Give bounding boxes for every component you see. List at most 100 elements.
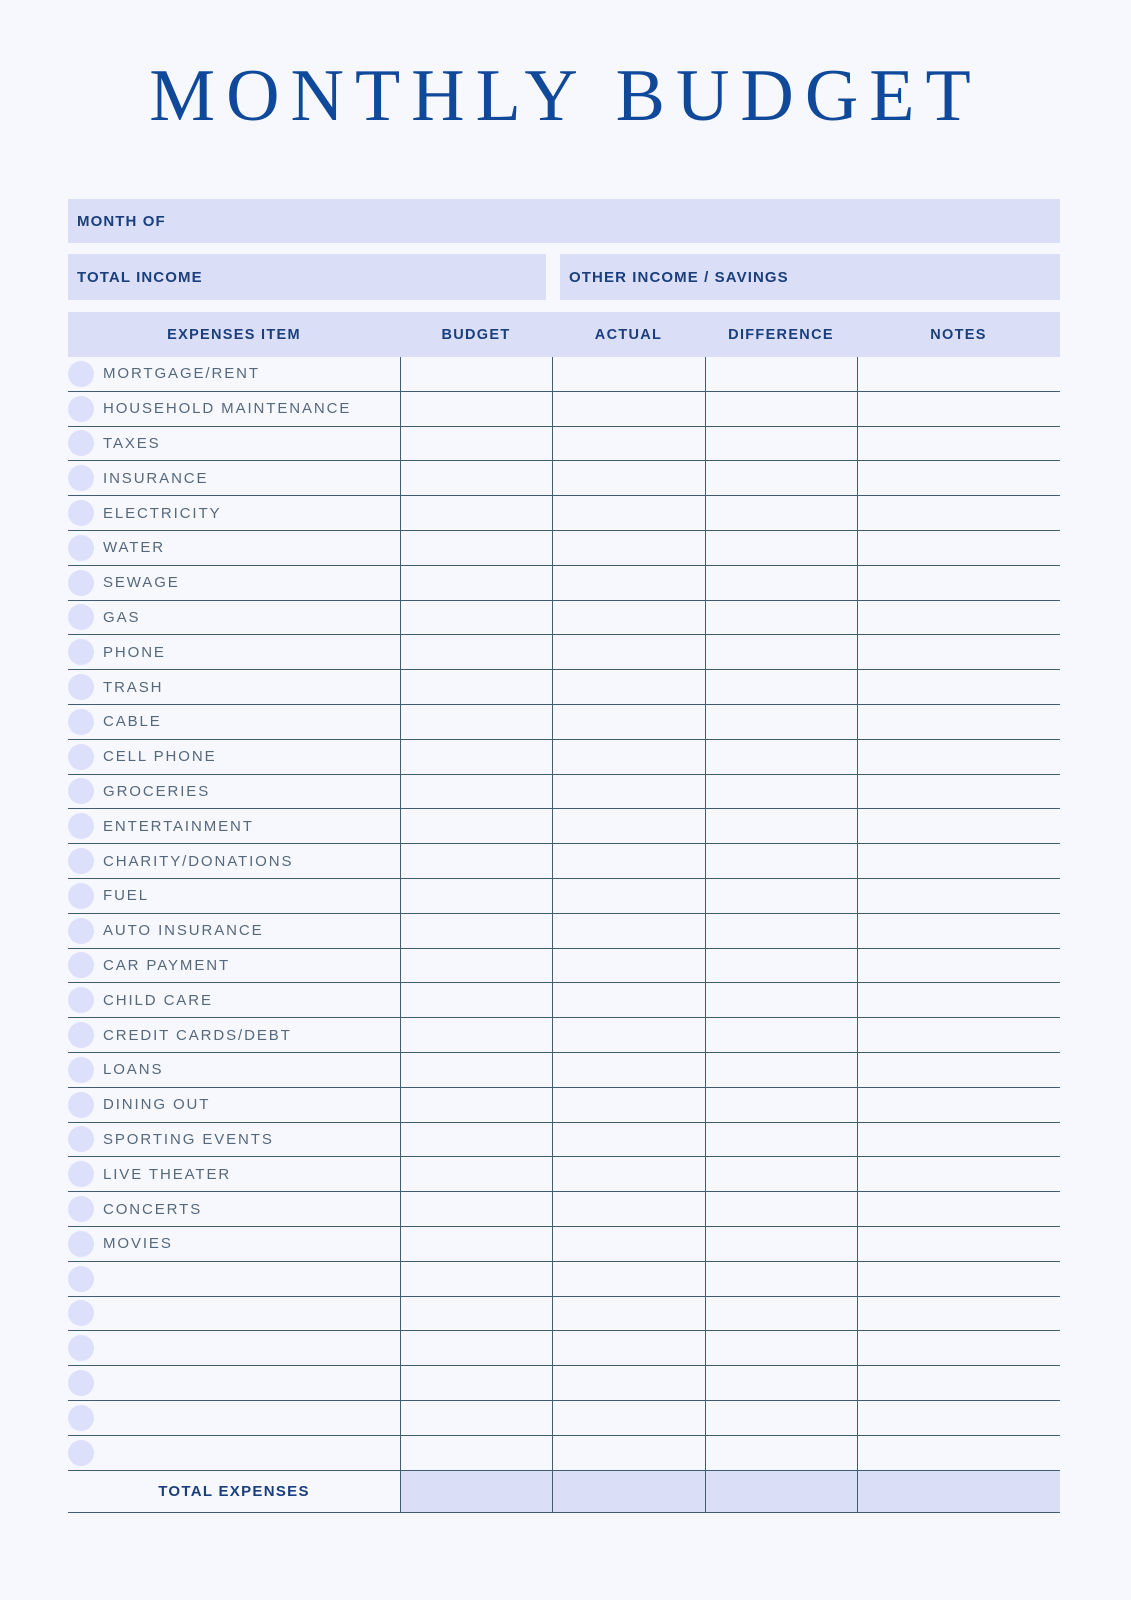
notes-cell[interactable] [857, 948, 1060, 983]
notes-cell[interactable] [857, 357, 1060, 391]
difference-cell[interactable] [705, 878, 857, 913]
budget-cell[interactable] [400, 670, 552, 704]
expense-item-cell[interactable] [68, 1436, 400, 1470]
difference-cell[interactable] [705, 1296, 857, 1331]
budget-cell[interactable] [400, 913, 552, 948]
difference-cell[interactable] [705, 670, 857, 704]
expense-item-cell[interactable]: CELL PHONE [68, 740, 400, 774]
notes-cell[interactable] [857, 1435, 1060, 1470]
difference-cell[interactable] [705, 739, 857, 774]
difference-cell[interactable] [705, 1226, 857, 1261]
difference-cell[interactable] [705, 1018, 857, 1052]
difference-cell[interactable] [705, 1400, 857, 1435]
budget-cell[interactable] [400, 948, 552, 983]
difference-cell[interactable] [705, 1366, 857, 1400]
actual-cell[interactable] [552, 1435, 705, 1470]
expense-item-cell[interactable]: MOVIES [68, 1227, 400, 1261]
difference-cell[interactable] [705, 704, 857, 739]
actual-cell[interactable] [552, 739, 705, 774]
total-actual-cell[interactable] [552, 1470, 705, 1512]
actual-cell[interactable] [552, 809, 705, 844]
budget-cell[interactable] [400, 600, 552, 635]
budget-cell[interactable] [400, 1366, 552, 1400]
budget-cell[interactable] [400, 774, 552, 809]
notes-cell[interactable] [857, 426, 1060, 461]
difference-cell[interactable] [705, 1052, 857, 1087]
difference-cell[interactable] [705, 426, 857, 461]
notes-cell[interactable] [857, 704, 1060, 739]
actual-cell[interactable] [552, 600, 705, 635]
notes-cell[interactable] [857, 844, 1060, 878]
notes-cell[interactable] [857, 1331, 1060, 1366]
budget-cell[interactable] [400, 1087, 552, 1122]
expense-item-cell[interactable]: LIVE THEATER [68, 1157, 400, 1191]
expense-item-cell[interactable]: FUEL [68, 879, 400, 913]
actual-cell[interactable] [552, 1122, 705, 1157]
difference-cell[interactable] [705, 1122, 857, 1157]
expense-item-cell[interactable]: MORTGAGE/RENT [68, 357, 400, 391]
actual-cell[interactable] [552, 878, 705, 913]
difference-cell[interactable] [705, 635, 857, 670]
actual-cell[interactable] [552, 496, 705, 530]
expense-item-cell[interactable]: CHARITY/DONATIONS [68, 844, 400, 878]
notes-cell[interactable] [857, 600, 1060, 635]
budget-cell[interactable] [400, 461, 552, 496]
expense-item-cell[interactable]: CONCERTS [68, 1192, 400, 1226]
notes-cell[interactable] [857, 983, 1060, 1018]
actual-cell[interactable] [552, 1192, 705, 1226]
actual-cell[interactable] [552, 704, 705, 739]
budget-cell[interactable] [400, 1052, 552, 1087]
expense-item-cell[interactable]: WATER [68, 531, 400, 565]
difference-cell[interactable] [705, 1157, 857, 1192]
budget-cell[interactable] [400, 878, 552, 913]
difference-cell[interactable] [705, 1331, 857, 1366]
difference-cell[interactable] [705, 948, 857, 983]
difference-cell[interactable] [705, 844, 857, 878]
budget-cell[interactable] [400, 1400, 552, 1435]
expense-item-cell[interactable]: HOUSEHOLD MAINTENANCE [68, 392, 400, 426]
expense-item-cell[interactable]: CABLE [68, 705, 400, 739]
notes-cell[interactable] [857, 1052, 1060, 1087]
expense-item-cell[interactable]: GAS [68, 601, 400, 635]
actual-cell[interactable] [552, 357, 705, 391]
difference-cell[interactable] [705, 1192, 857, 1226]
difference-cell[interactable] [705, 983, 857, 1018]
notes-cell[interactable] [857, 1261, 1060, 1296]
budget-cell[interactable] [400, 391, 552, 426]
notes-cell[interactable] [857, 1400, 1060, 1435]
expense-item-cell[interactable]: SEWAGE [68, 566, 400, 600]
budget-cell[interactable] [400, 496, 552, 530]
expense-item-cell[interactable]: CREDIT CARDS/DEBT [68, 1018, 400, 1052]
actual-cell[interactable] [552, 1400, 705, 1435]
notes-cell[interactable] [857, 739, 1060, 774]
notes-cell[interactable] [857, 530, 1060, 565]
notes-cell[interactable] [857, 1226, 1060, 1261]
budget-cell[interactable] [400, 1296, 552, 1331]
expense-item-cell[interactable] [68, 1262, 400, 1296]
notes-cell[interactable] [857, 391, 1060, 426]
notes-cell[interactable] [857, 1018, 1060, 1052]
expense-item-cell[interactable] [68, 1331, 400, 1365]
notes-cell[interactable] [857, 1122, 1060, 1157]
actual-cell[interactable] [552, 1226, 705, 1261]
budget-cell[interactable] [400, 635, 552, 670]
notes-cell[interactable] [857, 809, 1060, 844]
other-income-field[interactable]: OTHER INCOME / SAVINGS [560, 254, 1060, 300]
actual-cell[interactable] [552, 670, 705, 704]
notes-cell[interactable] [857, 1366, 1060, 1400]
actual-cell[interactable] [552, 983, 705, 1018]
difference-cell[interactable] [705, 565, 857, 600]
expense-item-cell[interactable]: ENTERTAINMENT [68, 809, 400, 843]
actual-cell[interactable] [552, 391, 705, 426]
budget-cell[interactable] [400, 530, 552, 565]
actual-cell[interactable] [552, 1296, 705, 1331]
notes-cell[interactable] [857, 1296, 1060, 1331]
actual-cell[interactable] [552, 461, 705, 496]
expense-item-cell[interactable]: CAR PAYMENT [68, 949, 400, 983]
expense-item-cell[interactable]: INSURANCE [68, 461, 400, 495]
difference-cell[interactable] [705, 913, 857, 948]
actual-cell[interactable] [552, 1366, 705, 1400]
difference-cell[interactable] [705, 1087, 857, 1122]
expense-item-cell[interactable]: SPORTING EVENTS [68, 1123, 400, 1157]
expense-item-cell[interactable]: LOANS [68, 1053, 400, 1087]
